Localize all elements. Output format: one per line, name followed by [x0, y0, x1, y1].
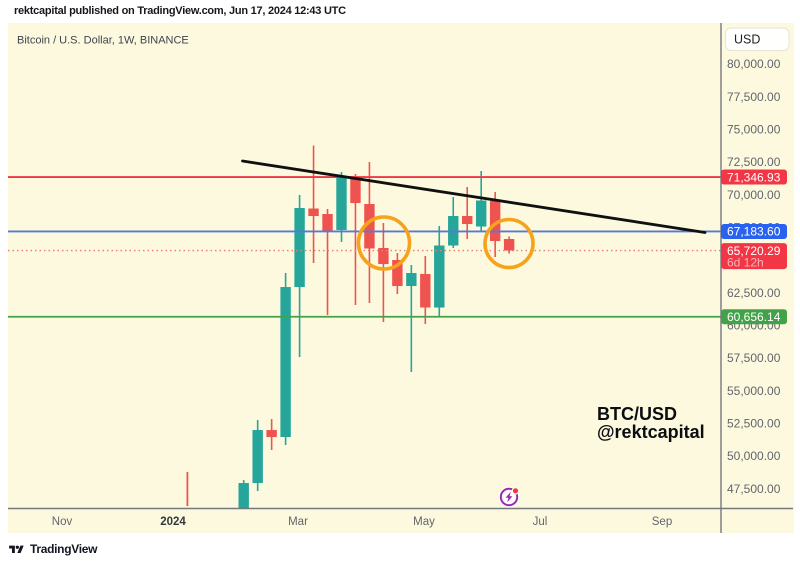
price-label-text-blue-level: 67,183.60 [727, 225, 781, 239]
watermark-handle: @rektcapital [597, 422, 705, 442]
symbol-title: Bitcoin / U.S. Dollar, 1W, BINANCE [17, 35, 189, 47]
price-tick-label: 50,000.00 [727, 449, 781, 463]
price-tick-label: 62,500.00 [727, 286, 781, 300]
price-tick-label: 47,500.00 [727, 482, 781, 496]
price-label-text-last-price: 65,720.29 [727, 244, 781, 258]
price-tick-label: 75,000.00 [727, 123, 781, 137]
price-label-resistance[interactable] [721, 169, 787, 185]
price-tick-label: 70,000.00 [727, 188, 781, 202]
trendline[interactable] [241, 159, 707, 234]
candle-body[interactable] [462, 216, 473, 225]
candle-body[interactable] [280, 287, 291, 438]
price-label-countdown: 6d 12h [727, 255, 764, 269]
time-axis-label-mar: Mar [288, 516, 308, 528]
candle-body[interactable] [308, 208, 319, 217]
watermark-symbol: BTC/USD [597, 404, 677, 424]
candle-body[interactable] [378, 248, 389, 265]
price-tick-label: 52,500.00 [727, 416, 781, 430]
candle-body[interactable] [475, 200, 487, 227]
price-tick-label: 77,500.00 [727, 90, 781, 104]
currency-button-label: USD [734, 33, 760, 47]
candle-body[interactable] [503, 239, 515, 251]
candle-body[interactable] [252, 430, 263, 484]
time-axis-label-jul: Jul [533, 516, 548, 528]
candle-body[interactable] [336, 176, 347, 231]
time-axis-label-sep: Sep [652, 516, 672, 528]
candle-body[interactable] [406, 273, 417, 287]
candle-body[interactable] [364, 204, 375, 249]
candle-body[interactable] [322, 214, 333, 232]
chart-panel: Bitcoin / U.S. Dollar, 1W, BINANCE BTC/US… [8, 23, 794, 533]
candle-body[interactable] [434, 245, 445, 308]
price-label-last-price[interactable] [721, 243, 787, 270]
price-tick-label: 80,000.00 [727, 57, 781, 71]
price-tick-label: 55,000.00 [727, 384, 781, 398]
candle-body[interactable] [266, 430, 277, 438]
price-label-text-support: 60,656.14 [727, 310, 781, 324]
footer-bar: TradingView [0, 533, 800, 565]
lightning-bolt-icon [505, 491, 513, 503]
candle-body[interactable] [392, 260, 403, 287]
idea-marker-ring [499, 487, 519, 507]
candle-body[interactable] [350, 178, 361, 204]
currency-button[interactable] [725, 27, 790, 51]
time-axis-label-may: May [413, 516, 435, 528]
highlight-circle-1[interactable] [356, 215, 412, 271]
published-line: rektcapital published on TradingView.com… [14, 5, 346, 17]
candle-body[interactable] [238, 483, 249, 510]
candle-body[interactable] [420, 274, 431, 308]
highlight-circle-2[interactable] [483, 217, 535, 270]
price-tick-label: 72,500.00 [727, 155, 781, 169]
price-tick-label: 57,500.00 [727, 351, 781, 365]
price-label-support[interactable] [721, 309, 787, 325]
price-label-blue-level[interactable] [721, 223, 787, 239]
price-label-text-resistance: 71,346.93 [727, 170, 781, 184]
published-bar: rektcapital published on TradingView.com… [0, 0, 800, 23]
price-chart[interactable]: Bitcoin / U.S. Dollar, 1W, BINANCE BTC/US… [8, 23, 794, 533]
candle-body[interactable] [294, 208, 305, 288]
candle-body[interactable] [489, 201, 501, 242]
tradingview-logo-icon [9, 545, 24, 554]
tradingview-brand-text: TradingView [30, 542, 98, 556]
time-axis-label-nov: Nov [52, 516, 73, 528]
idea-marker-notification-dot [511, 486, 520, 495]
time-axis-label-2024: 2024 [160, 516, 186, 528]
